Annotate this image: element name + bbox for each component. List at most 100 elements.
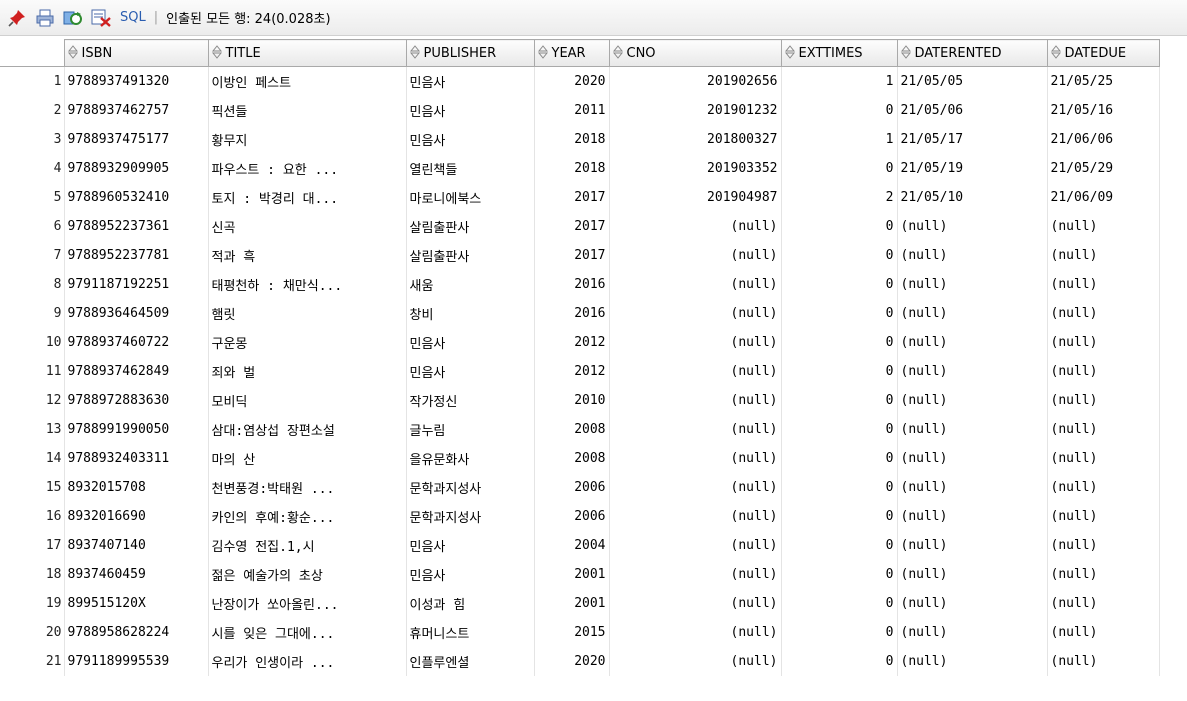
- publisher-cell[interactable]: 민음사: [406, 96, 535, 125]
- year-cell[interactable]: 2016: [534, 299, 610, 328]
- isbn-cell[interactable]: 9788932909905: [64, 154, 209, 183]
- datedue-cell[interactable]: (null): [1047, 415, 1160, 444]
- daterented-cell[interactable]: (null): [897, 212, 1048, 241]
- table-row[interactable]: 10 9788937460722 구운몽 민음사 2012 (null) 0 (null) (n…: [0, 328, 1160, 357]
- daterented-cell[interactable]: (null): [897, 647, 1048, 676]
- title-cell[interactable]: 토지 : 박경리 대...: [208, 183, 407, 212]
- daterented-cell[interactable]: (null): [897, 589, 1048, 618]
- year-cell[interactable]: 2006: [534, 502, 610, 531]
- year-cell[interactable]: 2008: [534, 415, 610, 444]
- pin-icon[interactable]: [6, 7, 28, 29]
- title-cell[interactable]: 파우스트 : 요한 ...: [208, 154, 407, 183]
- publisher-cell[interactable]: 휴머니스트: [406, 618, 535, 647]
- cno-cell[interactable]: (null): [609, 299, 782, 328]
- cno-cell[interactable]: (null): [609, 328, 782, 357]
- isbn-cell[interactable]: 9788958628224: [64, 618, 209, 647]
- cno-cell[interactable]: (null): [609, 502, 782, 531]
- table-row[interactable]: 9 9788936464509 햄릿 창비 2016 (null) 0 (null) (null…: [0, 299, 1160, 328]
- isbn-cell[interactable]: 9788972883630: [64, 386, 209, 415]
- cno-cell[interactable]: (null): [609, 589, 782, 618]
- column-header-cno[interactable]: CNO: [608, 39, 782, 67]
- daterented-cell[interactable]: (null): [897, 502, 1048, 531]
- cno-cell[interactable]: (null): [609, 212, 782, 241]
- year-cell[interactable]: 2020: [534, 647, 610, 676]
- year-cell[interactable]: 2017: [534, 212, 610, 241]
- datedue-cell[interactable]: 21/06/06: [1047, 125, 1160, 154]
- table-row[interactable]: 11 9788937462849 죄와 벌 민음사 2012 (null) 0 (null)(…: [0, 357, 1160, 386]
- cno-cell[interactable]: 201901232: [609, 96, 782, 125]
- isbn-cell[interactable]: 8937460459: [64, 560, 209, 589]
- year-cell[interactable]: 2018: [534, 125, 610, 154]
- cno-cell[interactable]: (null): [609, 531, 782, 560]
- year-cell[interactable]: 2017: [534, 241, 610, 270]
- daterented-cell[interactable]: 21/05/06: [897, 96, 1048, 125]
- publisher-cell[interactable]: 글누림: [406, 415, 535, 444]
- year-cell[interactable]: 2020: [534, 66, 610, 96]
- exttimes-cell[interactable]: 0: [781, 531, 898, 560]
- publisher-cell[interactable]: 창비: [406, 299, 535, 328]
- isbn-cell[interactable]: 9791187192251: [64, 270, 209, 299]
- exttimes-cell[interactable]: 0: [781, 241, 898, 270]
- isbn-cell[interactable]: 9788991990050: [64, 415, 209, 444]
- exttimes-cell[interactable]: 0: [781, 444, 898, 473]
- publisher-cell[interactable]: 마로니에북스: [406, 183, 535, 212]
- table-row[interactable]: 19 899515120X 난장이가 쏘아올린... 이성과 힘 2001 (null) 0…: [0, 589, 1160, 618]
- exttimes-cell[interactable]: 1: [781, 125, 898, 154]
- table-row[interactable]: 21 9791189995539 우리가 인생이라 ... 인플루엔셜 2020 (nul…: [0, 647, 1160, 676]
- cno-cell[interactable]: 201903352: [609, 154, 782, 183]
- column-header-isbn[interactable]: ISBN: [63, 39, 209, 67]
- table-row[interactable]: 3 9788937475177 황무지 민음사 2018 201800327 1 21/05/…: [0, 125, 1160, 154]
- exttimes-cell[interactable]: 0: [781, 647, 898, 676]
- cno-cell[interactable]: 201800327: [609, 125, 782, 154]
- table-row[interactable]: 13 9788991990050 삼대:염상섭 장편소설 글누림 2008 (null) 0…: [0, 415, 1160, 444]
- daterented-cell[interactable]: 21/05/17: [897, 125, 1048, 154]
- year-cell[interactable]: 2016: [534, 270, 610, 299]
- isbn-cell[interactable]: 9788937462757: [64, 96, 209, 125]
- publisher-cell[interactable]: 열린책들: [406, 154, 535, 183]
- refresh-icon[interactable]: [62, 7, 84, 29]
- daterented-cell[interactable]: 21/05/19: [897, 154, 1048, 183]
- year-cell[interactable]: 2012: [534, 328, 610, 357]
- table-row[interactable]: 18 8937460459 젊은 예술가의 초상 민음사 2001 (null) 0 (nul…: [0, 560, 1160, 589]
- exttimes-cell[interactable]: 0: [781, 299, 898, 328]
- title-cell[interactable]: 마의 산: [208, 444, 407, 473]
- publisher-cell[interactable]: 살림출판사: [406, 212, 535, 241]
- table-row[interactable]: 4 9788932909905 파우스트 : 요한 ... 열린책들 2018 20190…: [0, 154, 1160, 183]
- title-cell[interactable]: 젊은 예술가의 초상: [208, 560, 407, 589]
- table-row[interactable]: 8 9791187192251 태평천하 : 채만식... 새움 2016 (null) 0…: [0, 270, 1160, 299]
- datedue-cell[interactable]: (null): [1047, 473, 1160, 502]
- title-cell[interactable]: 난장이가 쏘아올린...: [208, 589, 407, 618]
- datedue-cell[interactable]: (null): [1047, 212, 1160, 241]
- datedue-cell[interactable]: 21/06/09: [1047, 183, 1160, 212]
- daterented-cell[interactable]: (null): [897, 415, 1048, 444]
- title-cell[interactable]: 죄와 벌: [208, 357, 407, 386]
- datedue-cell[interactable]: (null): [1047, 357, 1160, 386]
- isbn-cell[interactable]: 9788932403311: [64, 444, 209, 473]
- table-row[interactable]: 12 9788972883630 모비딕 작가정신 2010 (null) 0 (null)(…: [0, 386, 1160, 415]
- isbn-cell[interactable]: 9788937460722: [64, 328, 209, 357]
- publisher-cell[interactable]: 인플루엔셜: [406, 647, 535, 676]
- publisher-cell[interactable]: 민음사: [406, 357, 535, 386]
- daterented-cell[interactable]: (null): [897, 560, 1048, 589]
- title-cell[interactable]: 황무지: [208, 125, 407, 154]
- exttimes-cell[interactable]: 0: [781, 386, 898, 415]
- exttimes-cell[interactable]: 0: [781, 357, 898, 386]
- column-header-exttimes[interactable]: EXTTIMES: [780, 39, 898, 67]
- year-cell[interactable]: 2018: [534, 154, 610, 183]
- column-header-title[interactable]: TITLE: [207, 39, 407, 67]
- year-cell[interactable]: 2004: [534, 531, 610, 560]
- table-row[interactable]: 5 9788960532410 토지 : 박경리 대... 마로니에북스 2017 201…: [0, 183, 1160, 212]
- year-cell[interactable]: 2008: [534, 444, 610, 473]
- title-cell[interactable]: 천변풍경:박태원 ...: [208, 473, 407, 502]
- datedue-cell[interactable]: (null): [1047, 647, 1160, 676]
- datedue-cell[interactable]: 21/05/25: [1047, 66, 1160, 96]
- daterented-cell[interactable]: 21/05/05: [897, 66, 1048, 96]
- datedue-cell[interactable]: (null): [1047, 589, 1160, 618]
- table-row[interactable]: 17 8937407140 김수영 전집.1,시 민음사 2004 (null) 0 (nul…: [0, 531, 1160, 560]
- cno-cell[interactable]: (null): [609, 473, 782, 502]
- title-cell[interactable]: 신곡: [208, 212, 407, 241]
- year-cell[interactable]: 2006: [534, 473, 610, 502]
- year-cell[interactable]: 2001: [534, 589, 610, 618]
- year-cell[interactable]: 2011: [534, 96, 610, 125]
- cno-cell[interactable]: (null): [609, 618, 782, 647]
